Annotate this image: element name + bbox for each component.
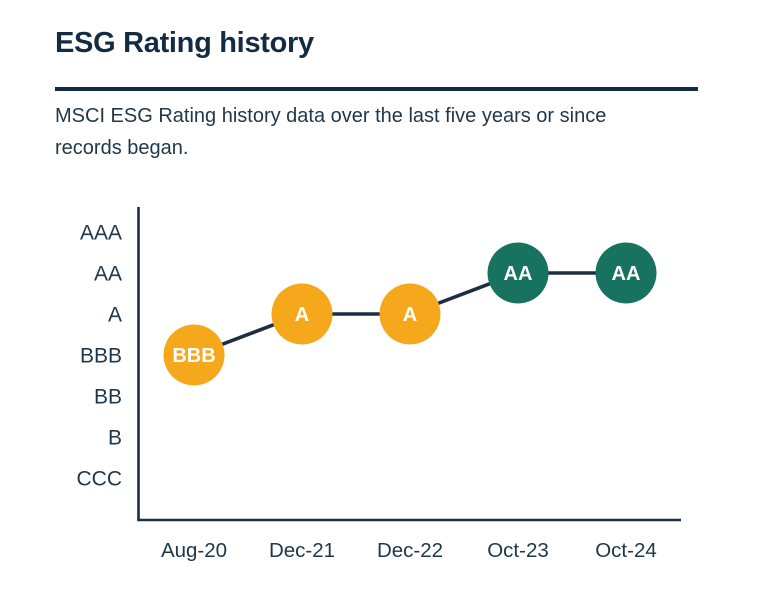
y-axis-label: AAA — [80, 222, 122, 245]
rating-point — [595, 242, 657, 304]
title-divider — [55, 87, 698, 91]
rating-point — [271, 283, 333, 345]
x-axis-label: Oct-23 — [487, 539, 549, 562]
y-axis-label: A — [108, 304, 122, 327]
subtitle-line-1: MSCI ESG Rating history data over the la… — [55, 105, 607, 127]
x-axis-label: Aug-20 — [161, 539, 227, 562]
x-axis-label: Dec-22 — [377, 539, 443, 562]
rating-point — [379, 283, 441, 345]
page-title: ESG Rating history — [55, 27, 314, 59]
rating-point-label: AA — [504, 263, 533, 285]
rating-point-label: A — [295, 304, 309, 326]
y-axis-label: B — [108, 427, 122, 450]
rating-point-label: AA — [612, 263, 641, 285]
y-axis-label: CCC — [77, 468, 123, 491]
rating-point — [163, 324, 225, 386]
x-axis-label: Oct-24 — [595, 539, 657, 562]
rating-point-label: BBB — [172, 345, 215, 367]
x-axis-label: Dec-21 — [269, 539, 335, 562]
rating-point-label: A — [403, 304, 417, 326]
y-axis-label: BB — [94, 386, 122, 409]
y-axis-label: AA — [94, 263, 122, 286]
y-axis-label: BBB — [80, 345, 122, 368]
subtitle-line-2: records began. — [55, 137, 189, 159]
page-subtitle: MSCI ESG Rating history data over the la… — [55, 100, 606, 164]
rating-point — [487, 242, 549, 304]
